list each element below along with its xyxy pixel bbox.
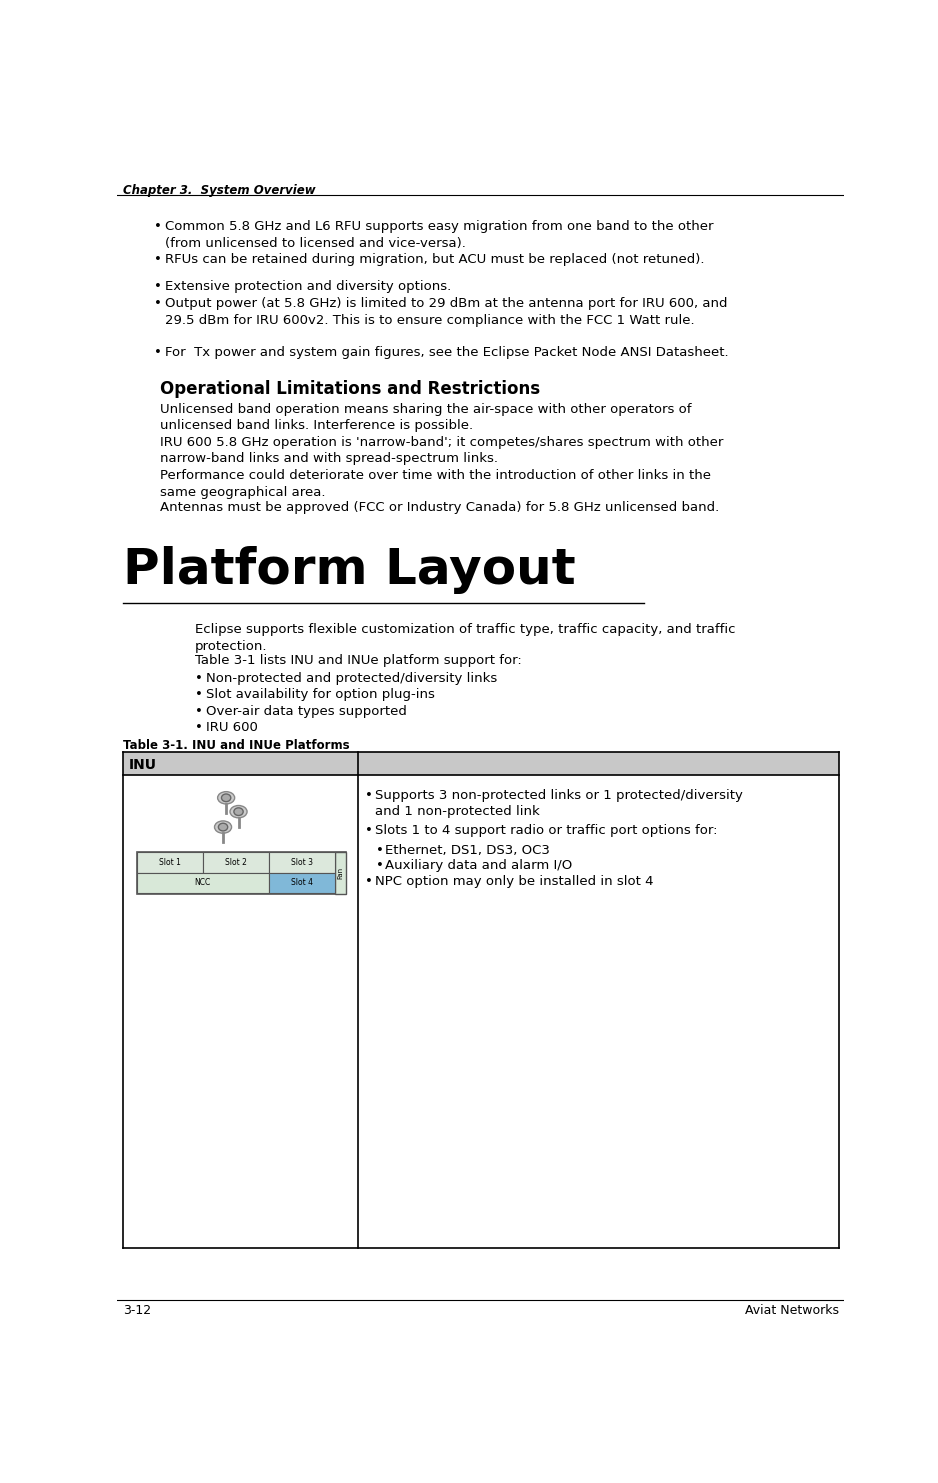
Text: Performance could deteriorate over time with the introduction of other links in : Performance could deteriorate over time … [159,469,711,498]
Text: •: • [365,875,373,888]
Text: Eclipse supports flexible customization of traffic type, traffic capacity, and t: Eclipse supports flexible customization … [195,623,735,653]
Text: IRU 600 5.8 GHz operation is 'narrow-band'; it competes/shares spectrum with oth: IRU 600 5.8 GHz operation is 'narrow-ban… [159,436,723,466]
Bar [137,872,269,893]
Text: Over-air data types supported: Over-air data types supported [206,704,407,718]
Text: Fan: Fan [338,868,343,879]
Bar [335,851,346,894]
Text: Chapter 3.  System Overview: Chapter 3. System Overview [123,184,315,197]
Text: Ethernet, DS1, DS3, OC3: Ethernet, DS1, DS3, OC3 [386,844,551,857]
Ellipse shape [221,793,231,802]
Text: •: • [195,721,203,734]
Text: Auxiliary data and alarm I/O: Auxiliary data and alarm I/O [386,860,573,872]
Ellipse shape [218,792,234,804]
Text: Unlicensed band operation means sharing the air-space with other operators of
un: Unlicensed band operation means sharing … [159,403,691,433]
Ellipse shape [230,805,247,817]
Text: Operational Limitations and Restrictions: Operational Limitations and Restrictions [159,381,540,399]
Text: •: • [154,252,161,265]
Text: NPC option may only be installed in slot 4: NPC option may only be installed in slot… [374,875,653,888]
Text: •: • [154,280,161,292]
Text: Supports 3 non-protected links or 1 protected/diversity
and 1 non-protected link: Supports 3 non-protected links or 1 prot… [374,789,742,817]
Text: IRU 600: IRU 600 [206,721,258,734]
Ellipse shape [234,808,243,816]
Ellipse shape [219,823,228,830]
Text: Platform Layout: Platform Layout [123,546,575,595]
Text: •: • [376,844,384,857]
Text: Common 5.8 GHz and L6 RFU supports easy migration from one band to the other
(fr: Common 5.8 GHz and L6 RFU supports easy … [165,221,714,249]
Text: Non-protected and protected/diversity links: Non-protected and protected/diversity li… [206,672,498,685]
Bar [123,752,839,774]
Text: Antennas must be approved (FCC or Industry Canada) for 5.8 GHz unlicensed band.: Antennas must be approved (FCC or Indust… [159,501,719,515]
Text: NCC: NCC [194,878,211,887]
Bar [137,851,203,872]
Text: INU: INU [129,758,157,771]
Ellipse shape [215,822,232,833]
Text: Output power (at 5.8 GHz) is limited to 29 dBm at the antenna port for IRU 600, : Output power (at 5.8 GHz) is limited to … [165,297,728,326]
Text: Slot availability for option plug-ins: Slot availability for option plug-ins [206,688,435,701]
Text: Aviat Networks: Aviat Networks [745,1304,839,1317]
Text: Slot 2: Slot 2 [225,857,247,866]
Text: •: • [365,789,373,802]
Text: RFUs can be retained during migration, but ACU must be replaced (not retuned).: RFUs can be retained during migration, b… [165,252,704,265]
Text: •: • [154,297,161,310]
Bar [269,851,335,872]
Text: Table 3-1 lists INU and INUe platform support for:: Table 3-1 lists INU and INUe platform su… [195,654,522,667]
Text: Table 3-1. INU and INUe Platforms: Table 3-1. INU and INUe Platforms [123,739,349,752]
Text: Slots 1 to 4 support radio or traffic port options for:: Slots 1 to 4 support radio or traffic po… [374,825,717,836]
Bar [269,872,335,893]
Text: •: • [365,825,373,836]
Text: Slot 3: Slot 3 [291,857,313,866]
Bar [137,851,346,894]
Text: •: • [195,704,203,718]
Text: •: • [376,860,384,872]
Text: •: • [154,346,161,359]
Text: Slot 4: Slot 4 [291,878,313,887]
Text: For  Tx power and system gain figures, see the Eclipse Packet Node ANSI Datashee: For Tx power and system gain figures, se… [165,346,729,359]
Text: Extensive protection and diversity options.: Extensive protection and diversity optio… [165,280,451,292]
Text: 3-12: 3-12 [123,1304,151,1317]
Text: •: • [154,221,161,233]
Text: •: • [195,672,203,685]
Text: Slot 1: Slot 1 [159,857,181,866]
Text: •: • [195,688,203,701]
Bar [203,851,269,872]
